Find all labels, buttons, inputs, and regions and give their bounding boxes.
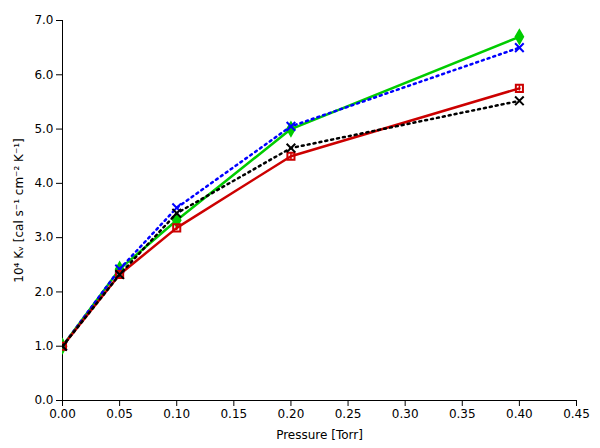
svg-text:0.40: 0.40 <box>506 407 533 421</box>
svg-text:6.0: 6.0 <box>34 68 53 82</box>
svg-text:3.0: 3.0 <box>34 230 53 244</box>
svg-text:2.0: 2.0 <box>34 285 53 299</box>
svg-text:0.05: 0.05 <box>106 407 133 421</box>
svg-text:10⁴ Kᵥ [cal s⁻¹ cm⁻² K⁻¹]: 10⁴ Kᵥ [cal s⁻¹ cm⁻² K⁻¹] <box>12 138 26 283</box>
svg-text:0.0: 0.0 <box>34 393 53 407</box>
svg-text:Pressure [Torr]: Pressure [Torr] <box>276 428 363 442</box>
svg-text:0.25: 0.25 <box>335 407 362 421</box>
svg-text:0.00: 0.00 <box>49 407 76 421</box>
svg-text:1.0: 1.0 <box>34 339 53 353</box>
svg-text:0.35: 0.35 <box>449 407 476 421</box>
svg-text:0.30: 0.30 <box>392 407 419 421</box>
svg-text:5.0: 5.0 <box>34 122 53 136</box>
svg-text:0.20: 0.20 <box>278 407 305 421</box>
svg-text:0.15: 0.15 <box>220 407 247 421</box>
svg-text:7.0: 7.0 <box>34 13 53 27</box>
svg-text:0.45: 0.45 <box>563 407 590 421</box>
svg-text:0.10: 0.10 <box>163 407 190 421</box>
svg-text:4.0: 4.0 <box>34 176 53 190</box>
